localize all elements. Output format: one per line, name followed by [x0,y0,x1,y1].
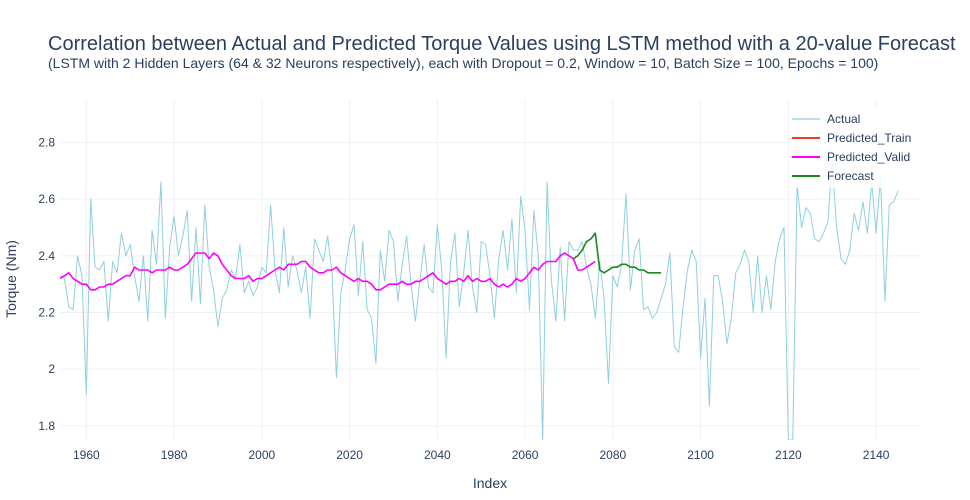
x-tick-label: 2080 [600,448,627,462]
x-tick-label: 2140 [863,448,890,462]
x-tick-label: 2120 [775,448,802,462]
legend-background [790,108,920,188]
legend-item-forecast[interactable]: Forecast [792,169,874,183]
series-line-actual[interactable] [60,161,899,440]
y-axis-ticks: 1.8 2 2.2 2.4 2.6 2.8 [38,136,55,433]
legend-item-actual[interactable]: Actual [792,112,860,126]
legend-label: Predicted_Train [827,131,911,145]
x-axis-ticks: 1960 1980 2000 2020 2040 2060 2080 2100 2120 2140 [73,448,890,462]
legend[interactable]: Actual Predicted_Train Predicted_Valid Fore… [790,108,920,188]
legend-item-predicted-valid[interactable]: Predicted_Valid [792,150,910,164]
y-tick-label: 2.4 [38,249,55,263]
y-tick-label: 1.8 [38,419,55,433]
legend-label: Predicted_Valid [827,150,910,164]
x-tick-label: 2060 [512,448,539,462]
series-line-predicted-valid[interactable] [60,252,596,291]
y-tick-label: 2 [48,362,55,376]
x-tick-label: 2040 [424,448,451,462]
y-axis-title: Torque (Nm) [3,240,19,318]
series-line-forecast[interactable] [572,232,662,274]
legend-label: Forecast [827,169,874,183]
x-tick-label: 1960 [73,448,100,462]
y-tick-label: 2.6 [38,192,55,206]
legend-item-predicted-train[interactable]: Predicted_Train [792,131,911,145]
chart-subtitle: (LSTM with 2 Hidden Layers (64 & 32 Neur… [48,55,878,71]
chart-title: Correlation between Actual and Predicted… [48,33,956,55]
legend-label: Actual [827,112,860,126]
x-tick-label: 2100 [687,448,714,462]
x-tick-label: 2020 [336,448,363,462]
plot-area[interactable] [60,161,899,440]
y-tick-label: 2.8 [38,136,55,150]
x-axis-title: Index [473,475,507,491]
x-tick-label: 2000 [248,448,275,462]
y-tick-label: 2.2 [38,306,55,320]
x-tick-label: 1980 [161,448,188,462]
